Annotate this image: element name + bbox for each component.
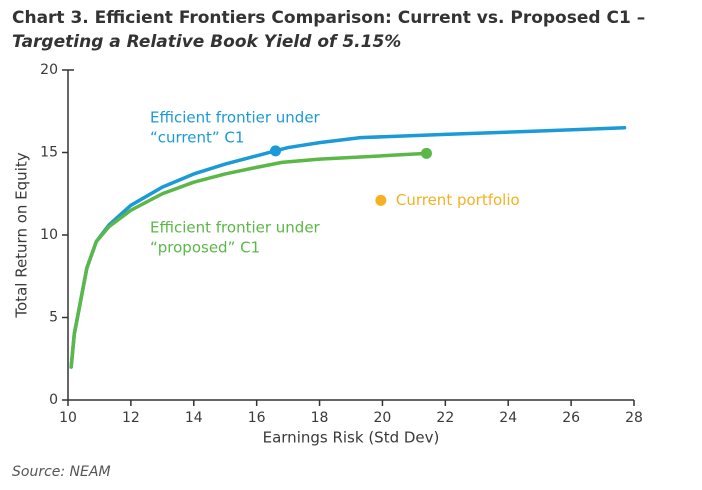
x-tick-label: 18: [311, 410, 329, 426]
chart-subtitle: Targeting a Relative Book Yield of 5.15%: [12, 32, 401, 52]
frontier-marker: [270, 145, 282, 157]
series-label: “proposed” C1: [150, 239, 260, 257]
portfolio-point: [375, 194, 387, 206]
y-tick-label: 20: [40, 62, 58, 78]
source: Source: NEAM: [12, 464, 111, 480]
x-tick-label: 28: [625, 410, 643, 426]
x-tick-label: 22: [436, 410, 454, 426]
x-tick-label: 20: [374, 410, 392, 426]
series-label: “current” C1: [150, 129, 244, 147]
point-label: Current portfolio: [396, 191, 520, 209]
series-label: Efficient frontier under: [150, 219, 321, 237]
x-tick-label: 10: [59, 410, 77, 426]
y-tick-label: 5: [49, 310, 58, 326]
y-tick-label: 0: [49, 392, 58, 408]
x-tick-label: 16: [248, 410, 266, 426]
x-tick-label: 26: [562, 410, 580, 426]
chart-title: Chart 3. Efficient Frontiers Comparison:…: [12, 8, 645, 28]
x-tick-label: 14: [185, 410, 203, 426]
y-tick-label: 15: [40, 145, 58, 161]
x-tick-label: 24: [499, 410, 517, 426]
frontier-line: [69, 151, 429, 369]
y-tick-label: 10: [40, 227, 58, 243]
frontier-marker: [420, 147, 432, 159]
x-axis-label: Earnings Risk (Std Dev): [263, 429, 440, 447]
series-label: Efficient frontier under: [150, 109, 321, 127]
y-axis-label: Total Return on Equity: [13, 152, 31, 318]
x-tick-label: 12: [122, 410, 140, 426]
